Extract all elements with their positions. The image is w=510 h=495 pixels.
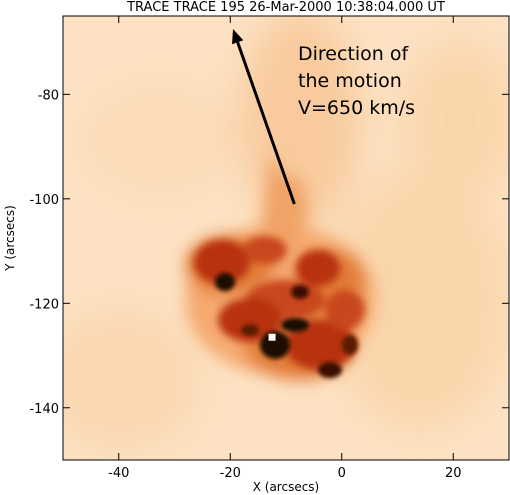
- x-tick-label: 0: [338, 466, 346, 481]
- annotation-line-1: Direction of: [298, 43, 409, 65]
- y-tick-label: -140: [29, 402, 59, 417]
- annotation-line-2: the motion: [298, 70, 402, 92]
- x-tick-label: -20: [220, 466, 241, 481]
- x-tick-label: 20: [445, 466, 462, 481]
- y-axis-ticks: -80 -100 -120 -140: [29, 88, 509, 417]
- x-axis-ticks: -40 -20 0 20: [108, 16, 462, 481]
- y-tick-label: -120: [29, 297, 59, 312]
- image-title: TRACE TRACE 195 26-Mar-2000 10:38:04.000…: [126, 0, 445, 15]
- x-tick-label: -40: [108, 466, 129, 481]
- annotation-line-3: V=650 km/s: [298, 97, 415, 119]
- diffuse-corona: [63, 16, 509, 450]
- y-axis-label: Y (arcsecs): [3, 205, 17, 272]
- y-tick-label: -80: [38, 88, 59, 103]
- motion-arrow: [232, 29, 296, 205]
- active-region-core: [215, 273, 358, 378]
- x-axis-label: X (arcsecs): [253, 480, 320, 494]
- plot-frame: [62, 15, 510, 461]
- y-tick-label: -100: [29, 193, 59, 208]
- solar-image: [63, 16, 509, 460]
- marker-square: [268, 333, 276, 341]
- active-region-mid: [194, 236, 365, 370]
